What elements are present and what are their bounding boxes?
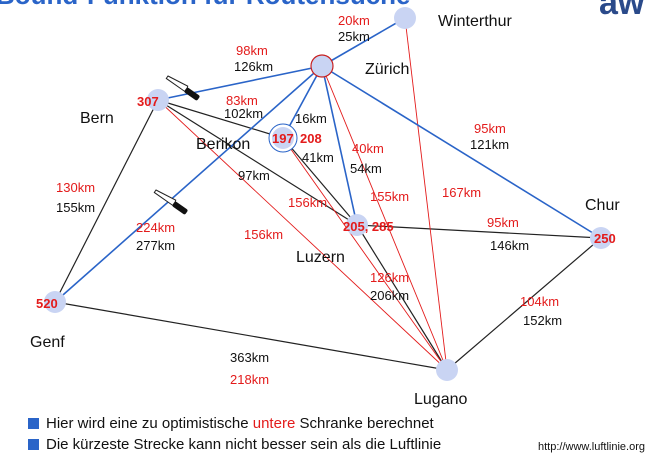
- edge-luzern-lugano: [356, 224, 448, 371]
- edge-label: 20km: [338, 13, 370, 28]
- edge-label: 155km: [56, 200, 95, 215]
- node-lugano: [436, 359, 458, 381]
- edge-label: 16km: [295, 111, 327, 126]
- node-label-zurich: Zürich: [365, 61, 409, 78]
- edge-label: 83km: [226, 93, 258, 108]
- edge-zurich-luzern: [321, 65, 358, 226]
- edge-label: 95km: [487, 215, 519, 230]
- source-link[interactable]: http://www.luftlinie.org: [538, 441, 645, 453]
- edge-bern-zurich: [157, 65, 323, 101]
- edge-berikon-lugano-red: [282, 137, 448, 371]
- slide-title: Bound-Funktion für Routensuche: [0, 0, 411, 11]
- bullet-square-icon: [28, 418, 39, 429]
- nodes: [44, 7, 612, 381]
- edge-luzern-chur: [356, 224, 602, 239]
- bullet-highlight: untere: [252, 415, 296, 432]
- edge-label: 206km: [370, 288, 409, 303]
- node-bern: [147, 89, 169, 111]
- edge-label: 218km: [230, 372, 269, 387]
- bullet-item: Hier wird eine zu optimistische untere S…: [28, 413, 441, 434]
- edge-chur-lugano: [446, 237, 602, 371]
- edge-label: 40km: [352, 141, 384, 156]
- node-value-berikon: 197: [272, 131, 294, 146]
- edge-label: 156km: [244, 227, 283, 242]
- edge-zurich-winterthur: [321, 17, 406, 67]
- edge-label: 102km: [224, 106, 263, 121]
- edge-label: 104km: [520, 294, 559, 309]
- edge-label: 25km: [338, 29, 370, 44]
- edge-genf-zurich: [54, 65, 323, 303]
- node-genf: [44, 291, 66, 313]
- edge-label: 130km: [56, 180, 95, 195]
- edge-winterthur-lugano-red: [404, 17, 448, 371]
- edge-label: 126km: [370, 270, 409, 285]
- bullet-list: Hier wird eine zu optimistische untere S…: [28, 413, 441, 455]
- node-value-luzern: 205, 285: [343, 219, 394, 234]
- route-graph: 307 197 208 205, 285 250 520 Winterthur …: [30, 7, 620, 408]
- edge-bern-luzern: [157, 99, 358, 226]
- edge-label: 152km: [523, 313, 562, 328]
- edge-label: 95km: [474, 121, 506, 136]
- node-zurich: [310, 54, 334, 78]
- node-label-winterthur: Winterthur: [438, 13, 512, 30]
- edge-label: 156km: [288, 195, 327, 210]
- bullet-text: Die kürzeste Strecke kann nicht besser s…: [46, 436, 442, 453]
- edge-zurich-lugano-red: [321, 65, 448, 371]
- edge-label: 363km: [230, 350, 269, 365]
- edge-label: 167km: [442, 185, 481, 200]
- edge-label: 54km: [350, 161, 382, 176]
- edge-label: 224km: [136, 220, 175, 235]
- node-label-genf: Genf: [30, 334, 65, 351]
- node-winterthur: [394, 7, 416, 29]
- knife-icon: [165, 75, 200, 101]
- edge-zurich-chur: [321, 65, 602, 239]
- edge-bern-genf: [54, 99, 159, 303]
- edges: [54, 17, 602, 371]
- edge-label: 97km: [238, 168, 270, 183]
- edge-label: 277km: [136, 238, 175, 253]
- node-label-bern: Bern: [80, 110, 114, 127]
- edge-label: 155km: [370, 189, 409, 204]
- node-label-lugano: Lugano: [414, 391, 467, 408]
- edge-berikon-luzern: [282, 137, 358, 226]
- edge-label: 41km: [302, 150, 334, 165]
- edge-label: 146km: [490, 238, 529, 253]
- node-value-genf: 520: [36, 296, 58, 311]
- bullet-text-after: Schranke berechnet: [299, 415, 434, 432]
- bullet-item: Die kürzeste Strecke kann nicht besser s…: [28, 434, 441, 455]
- node-label-chur: Chur: [585, 197, 620, 214]
- edge-genf-lugano: [54, 301, 448, 371]
- edge-label: 126km: [234, 59, 273, 74]
- node-berikon-inner: [272, 127, 294, 149]
- edge-bern-berikon: [157, 99, 284, 139]
- edge-label: 98km: [236, 43, 268, 58]
- edge-bern-lugano-red: [157, 99, 448, 371]
- knife-icon: [153, 189, 188, 215]
- node-luzern: [346, 214, 368, 236]
- logo: aw: [599, 0, 645, 22]
- node-value-bern: 307: [137, 94, 159, 109]
- node-label-berikon: Berikon: [196, 136, 250, 153]
- edge-label: 121km: [470, 137, 509, 152]
- bullet-text-before: Hier wird eine zu optimistische: [46, 415, 249, 432]
- node-label-luzern: Luzern: [296, 249, 345, 266]
- bullet-square-icon: [28, 439, 39, 450]
- node-value-chur: 250: [594, 231, 616, 246]
- node-value-berikon-2: 208: [300, 131, 322, 146]
- node-chur: [590, 227, 612, 249]
